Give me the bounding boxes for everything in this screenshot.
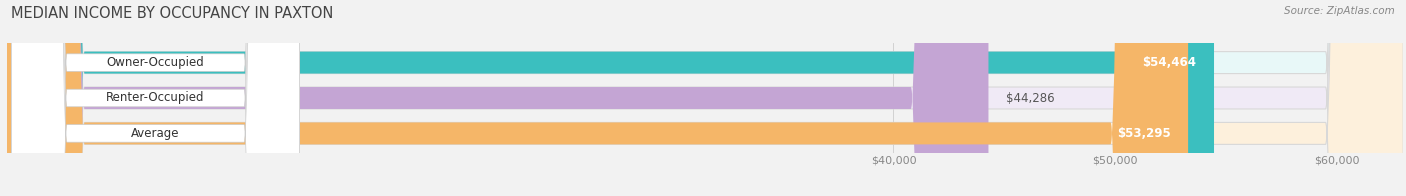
Text: $54,464: $54,464 [1142,56,1197,69]
Text: MEDIAN INCOME BY OCCUPANCY IN PAXTON: MEDIAN INCOME BY OCCUPANCY IN PAXTON [11,6,333,21]
Text: Owner-Occupied: Owner-Occupied [107,56,204,69]
FancyBboxPatch shape [7,0,1213,196]
Text: Average: Average [131,127,180,140]
FancyBboxPatch shape [11,0,299,196]
FancyBboxPatch shape [11,0,299,196]
Text: $44,286: $44,286 [1007,92,1054,104]
FancyBboxPatch shape [7,0,1188,196]
Text: Source: ZipAtlas.com: Source: ZipAtlas.com [1284,6,1395,16]
FancyBboxPatch shape [7,0,988,196]
Text: $53,295: $53,295 [1116,127,1170,140]
FancyBboxPatch shape [11,0,299,196]
FancyBboxPatch shape [7,0,1403,196]
Text: Renter-Occupied: Renter-Occupied [107,92,205,104]
FancyBboxPatch shape [7,0,1403,196]
FancyBboxPatch shape [7,0,1403,196]
